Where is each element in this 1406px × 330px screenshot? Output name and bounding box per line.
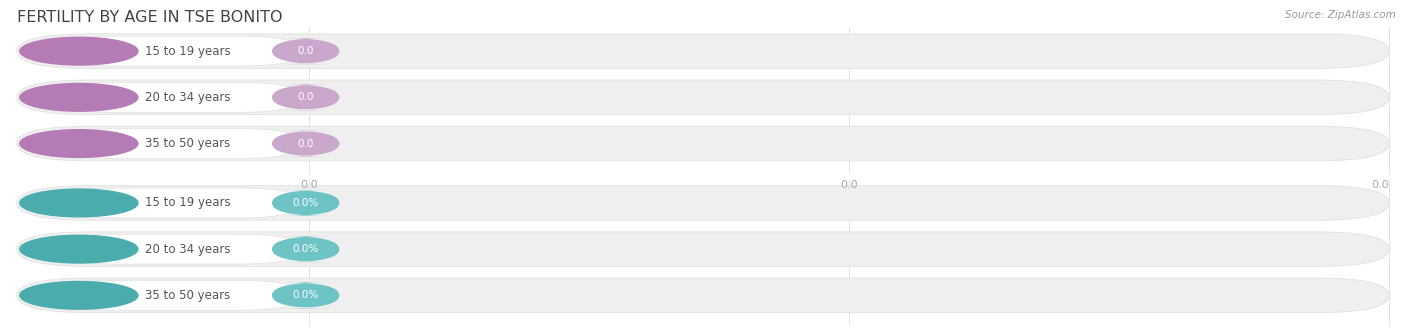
FancyBboxPatch shape	[271, 38, 339, 64]
Circle shape	[20, 130, 138, 157]
Text: 0.0: 0.0	[841, 180, 858, 190]
Text: 35 to 50 years: 35 to 50 years	[145, 137, 231, 150]
FancyBboxPatch shape	[17, 185, 1389, 220]
Text: 15 to 19 years: 15 to 19 years	[145, 45, 231, 58]
FancyBboxPatch shape	[53, 188, 302, 218]
Text: 0.0: 0.0	[298, 139, 314, 148]
FancyBboxPatch shape	[17, 34, 1389, 69]
FancyBboxPatch shape	[53, 82, 302, 112]
Text: 20 to 34 years: 20 to 34 years	[145, 91, 231, 104]
FancyBboxPatch shape	[53, 36, 302, 66]
Text: Source: ZipAtlas.com: Source: ZipAtlas.com	[1285, 10, 1396, 20]
Circle shape	[20, 281, 138, 309]
Text: 0.0: 0.0	[298, 92, 314, 102]
Text: 15 to 19 years: 15 to 19 years	[145, 196, 231, 210]
Text: 0.0: 0.0	[1371, 180, 1389, 190]
FancyBboxPatch shape	[17, 278, 1389, 313]
FancyBboxPatch shape	[271, 84, 339, 110]
Text: 20 to 34 years: 20 to 34 years	[145, 243, 231, 256]
Text: FERTILITY BY AGE IN TSE BONITO: FERTILITY BY AGE IN TSE BONITO	[17, 10, 283, 25]
FancyBboxPatch shape	[271, 236, 339, 262]
FancyBboxPatch shape	[53, 129, 302, 158]
FancyBboxPatch shape	[17, 126, 1389, 161]
FancyBboxPatch shape	[271, 282, 339, 308]
FancyBboxPatch shape	[53, 280, 302, 310]
Text: 0.0: 0.0	[301, 180, 318, 190]
Circle shape	[20, 37, 138, 65]
Circle shape	[20, 235, 138, 263]
FancyBboxPatch shape	[17, 232, 1389, 267]
Text: 0.0%: 0.0%	[292, 290, 319, 300]
FancyBboxPatch shape	[271, 190, 339, 216]
Circle shape	[20, 189, 138, 217]
FancyBboxPatch shape	[17, 80, 1389, 115]
Text: 0.0%: 0.0%	[292, 198, 319, 208]
Circle shape	[20, 83, 138, 111]
Text: 35 to 50 years: 35 to 50 years	[145, 289, 231, 302]
Text: 0.0%: 0.0%	[292, 244, 319, 254]
Text: 0.0: 0.0	[298, 46, 314, 56]
FancyBboxPatch shape	[271, 131, 339, 156]
FancyBboxPatch shape	[53, 234, 302, 264]
